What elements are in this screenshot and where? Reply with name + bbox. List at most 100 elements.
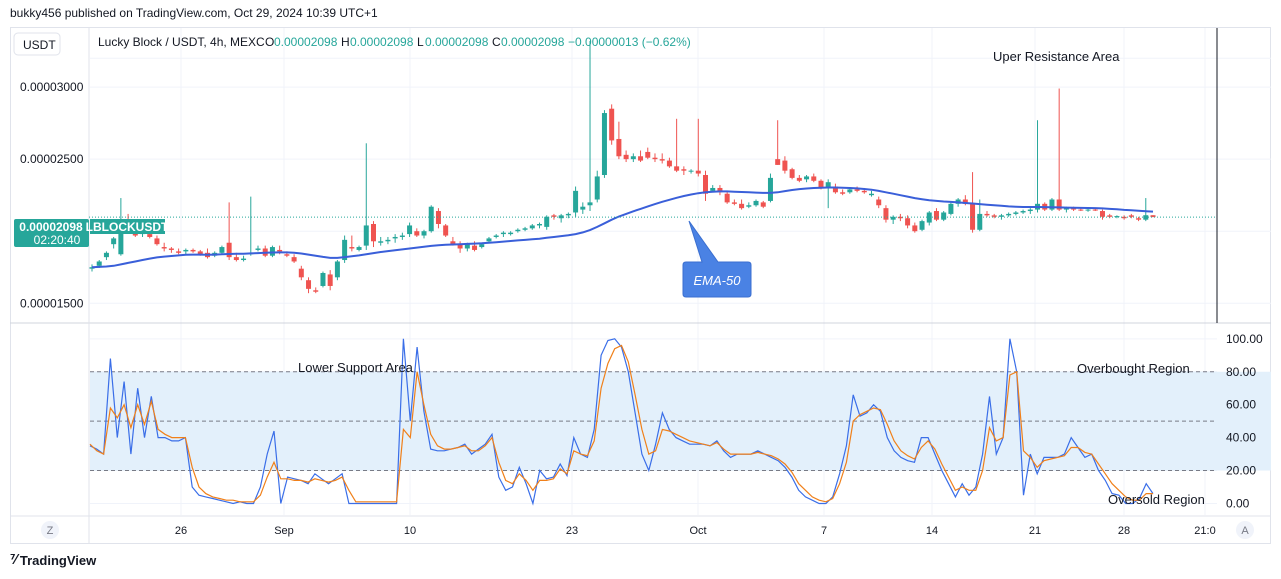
candle-body: [703, 175, 709, 194]
candle-body: [1136, 218, 1142, 220]
candle-body: [1099, 211, 1105, 217]
candle-body: [861, 190, 867, 193]
x-tick-label: 10: [404, 525, 416, 537]
candle-body: [645, 151, 651, 158]
oversold-label: Oversold Region: [1108, 492, 1205, 507]
x-tick-label: 21:0: [1194, 525, 1215, 537]
currency-button[interactable]: USDT: [13, 32, 61, 56]
scale-z-button[interactable]: Z: [41, 521, 59, 539]
tradingview-logo-icon: ⁷⁄: [10, 553, 17, 568]
x-tick-label: 21: [1029, 525, 1041, 537]
candle-body: [811, 176, 817, 181]
candle-body: [183, 249, 189, 252]
candle-body: [392, 236, 398, 239]
candle-body: [580, 206, 586, 210]
rsi-band-layer: [90, 371, 1271, 472]
candle-body: [753, 200, 759, 206]
candle-body: [782, 160, 788, 171]
candle-body: [623, 154, 629, 160]
resistance-label: Uper Resistance Area: [993, 49, 1120, 64]
ema-layer: [91, 186, 1154, 269]
x-tick-label: 14: [926, 525, 938, 537]
candle-body: [638, 156, 644, 161]
candle-body: [515, 229, 521, 232]
candle-body: [241, 258, 247, 261]
x-tick-label: Sep: [274, 525, 294, 537]
candle-body: [984, 213, 990, 216]
candle-body: [710, 187, 716, 191]
candle-body: [616, 138, 622, 157]
candle-body: [118, 221, 124, 255]
candle-body: [378, 241, 384, 243]
candle-body: [327, 274, 333, 286]
candle-body: [464, 244, 470, 249]
candle-body: [472, 245, 478, 250]
candle-body: [695, 170, 701, 174]
candle-body: [443, 225, 449, 236]
candle-body: [941, 212, 947, 220]
candle-body: [565, 213, 571, 216]
rsi-layer: [89, 338, 1154, 506]
candle-body: [767, 177, 773, 201]
candle-body: [688, 170, 694, 172]
candle-body: [89, 267, 95, 269]
legend-h-label: H: [341, 35, 350, 49]
candle-body: [457, 244, 463, 249]
legend-l-value: 0.00002098: [425, 35, 489, 49]
candle-body: [869, 193, 875, 196]
candle-body: [659, 159, 665, 161]
ema-50-line: [91, 186, 1154, 269]
x-tick-label: Oct: [689, 525, 706, 537]
candle-body: [176, 251, 182, 253]
candle-body: [587, 202, 593, 206]
candle-body: [168, 248, 174, 250]
candle-body: [320, 273, 326, 286]
candle-body: [796, 177, 802, 181]
candle-body: [998, 215, 1004, 217]
candle-body: [197, 251, 203, 255]
scale-a-button[interactable]: A: [1236, 521, 1254, 539]
candle-body: [486, 238, 492, 242]
candle-body: [609, 108, 615, 141]
ema-callout: EMA-50: [682, 220, 752, 298]
price-tag-ticker: LBLOCKUSDT: [86, 220, 169, 234]
candle-body: [897, 216, 903, 219]
x-tick-label: 28: [1118, 525, 1130, 537]
candle-body: [876, 199, 882, 206]
legend-l-label: L: [417, 35, 424, 49]
candle-body: [277, 249, 283, 252]
scale-a-label: A: [1241, 525, 1249, 537]
candle-body: [450, 241, 456, 245]
candle-body: [717, 187, 723, 193]
rsi-tick-label: 40.00: [1226, 431, 1256, 445]
candle-body: [219, 247, 225, 253]
rsi-tick-label: 60.00: [1226, 398, 1256, 412]
legend-o-value: 0.00002098: [274, 35, 338, 49]
candle-body: [912, 225, 918, 232]
candle-body: [1049, 199, 1055, 210]
candle-body: [399, 235, 405, 237]
x-tick-label: 26: [175, 525, 187, 537]
candle-body: [233, 257, 239, 261]
candle-body: [306, 280, 312, 289]
candle-body: [370, 224, 376, 242]
candle-body: [890, 216, 896, 220]
candle-body: [832, 186, 838, 193]
candle-body: [161, 247, 167, 249]
candle-body: [356, 247, 362, 250]
candle-body: [1027, 209, 1033, 212]
candle-body: [529, 225, 535, 229]
ema-callout-label: EMA-50: [694, 273, 742, 288]
candle-body: [544, 216, 550, 227]
candle-body: [1150, 215, 1156, 218]
candle-body: [746, 205, 752, 207]
candle-body: [919, 221, 925, 230]
candle-body: [739, 203, 745, 209]
tradingview-brand: TradingView: [19, 553, 97, 568]
support-label: Lower Support Area: [298, 360, 414, 375]
candle-body: [854, 189, 860, 191]
axis-labels-layer: 26 Sep 10 23 Oct 7 14 21 28 21:0 0.00003000 0.00002…: [20, 80, 1263, 537]
candle-body: [269, 247, 275, 256]
legend-symbol: Lucky Block / USDT, 4h, MEXC: [98, 35, 265, 49]
